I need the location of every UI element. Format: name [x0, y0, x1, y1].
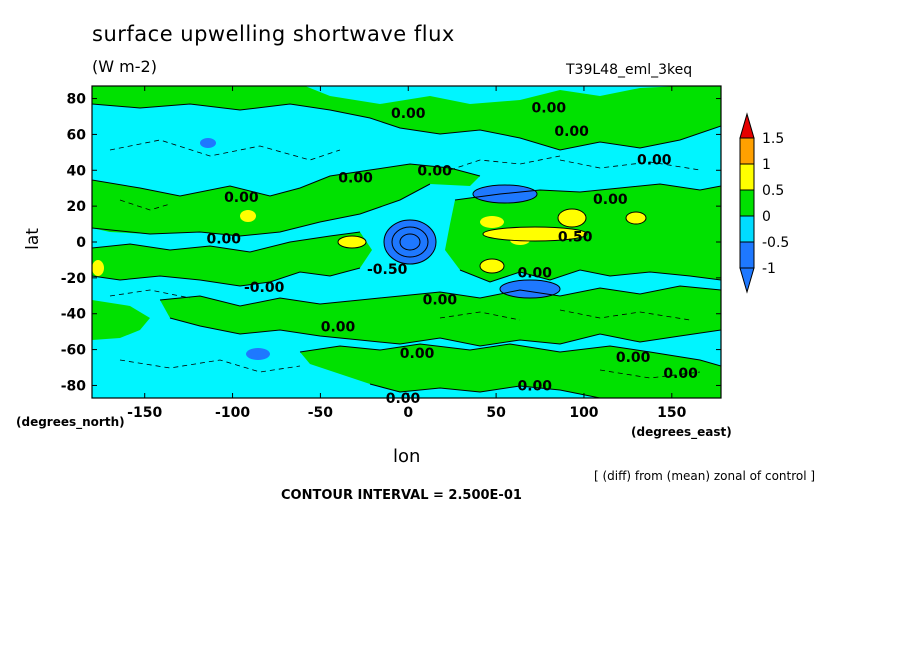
- y-tick-label: -60: [61, 343, 87, 359]
- contour-label: -0.50: [367, 262, 408, 278]
- yellow-patch-1: [338, 236, 366, 248]
- chart-units: (W m-2): [92, 57, 157, 76]
- colorbar-label: 1.5: [762, 131, 784, 147]
- x-tick-label: -150: [127, 405, 162, 421]
- contour-label: 0.00: [417, 163, 452, 179]
- y-tick-label: 80: [67, 92, 87, 108]
- contour-label: 0.00: [517, 265, 552, 281]
- y-tick-label: 0: [76, 235, 86, 251]
- contour-label: 0.00: [423, 292, 458, 308]
- colorbar-label: -0.5: [762, 235, 789, 251]
- blue-patch-nw: [200, 138, 216, 148]
- yellow-patch-6: [626, 212, 646, 224]
- colorbar-segment: [739, 137, 755, 165]
- yellow-patch-2: [480, 259, 504, 273]
- contour-label: 0.00: [386, 391, 421, 407]
- y-axis-units: (degrees_north): [16, 415, 125, 429]
- contour-label: 0.00: [207, 231, 242, 247]
- x-tick-label: -50: [308, 405, 334, 421]
- green-region-south: [160, 286, 721, 346]
- colorbar-label: 0: [762, 209, 771, 225]
- y-tick-label: 60: [67, 127, 87, 143]
- contour-label: 0.00: [593, 192, 628, 208]
- contour-label: 0.00: [616, 350, 651, 366]
- colorbar-segment: [739, 112, 755, 139]
- green-region-north-1: [92, 86, 721, 150]
- yellow-patch-9: [510, 235, 530, 245]
- colorbar-segment: [739, 241, 755, 269]
- green-region-equator-west: [92, 232, 372, 286]
- y-tick-label: -20: [61, 271, 87, 287]
- colorbar-label: 1: [762, 157, 771, 173]
- x-axis-ticks: -150 -100 -50 0 50 100 150: [127, 86, 687, 421]
- run-name: T39L48_eml_3keq: [566, 62, 693, 78]
- colorbar-label: -1: [762, 261, 776, 277]
- chart-title: surface upwelling shortwave flux: [92, 22, 455, 46]
- x-axis-label: lon: [393, 446, 421, 467]
- contour-label: 0.00: [663, 366, 698, 382]
- y-axis-ticks: 80 60 40 20 0 -20 -40 -60 -80: [61, 92, 721, 394]
- yellow-patch-4: [558, 209, 586, 227]
- contour-label: 0.00: [391, 106, 426, 122]
- green-region-antarctic: [300, 344, 721, 398]
- diff-note: [ (diff) from (mean) zonal of control ]: [594, 469, 816, 483]
- y-tick-label: -40: [61, 307, 87, 323]
- contour-label: -0.00: [244, 280, 285, 296]
- x-axis-units: (degrees_east): [631, 425, 732, 439]
- colorbar-label: 0.5: [762, 183, 784, 199]
- contour-labels: 0.00 0.00 0.00 0.00 0.00 0.00 0.00 0.00 0.00 0.50…: [207, 101, 699, 407]
- contour-interval: CONTOUR INTERVAL = 2.500E-01: [281, 488, 522, 503]
- contour-label: 0.00: [554, 124, 589, 140]
- colorbar: 1.5 1 0.5 0 -0.5 -1: [739, 112, 789, 294]
- contour-label: 0.50: [558, 230, 593, 246]
- contour-label: 0.00: [637, 153, 672, 169]
- contour-lines: [92, 103, 721, 398]
- x-tick-label: 100: [569, 405, 598, 421]
- yellow-patch-7: [240, 210, 256, 222]
- x-tick-label: 150: [657, 405, 686, 421]
- colorbar-segment: [739, 267, 755, 294]
- yellow-patch-8: [92, 260, 104, 276]
- contour-label: 0.00: [338, 170, 373, 186]
- contour-label: 0.00: [517, 378, 552, 394]
- contour-field: [92, 86, 721, 398]
- dashed-contours: [109, 139, 701, 379]
- colorbar-segment: [739, 163, 755, 191]
- yellow-patch-5: [480, 216, 504, 228]
- x-tick-label: 50: [486, 405, 506, 421]
- contour-label: 0.00: [224, 190, 259, 206]
- green-region-north-2: [92, 164, 480, 236]
- contour-label: 0.00: [400, 346, 435, 362]
- y-tick-label: 40: [67, 163, 87, 179]
- colorbar-segment: [739, 189, 755, 217]
- blue-patch-sw: [246, 348, 270, 360]
- green-region-southwest: [92, 300, 150, 340]
- contour-label: 0.00: [321, 319, 356, 335]
- contour-label: 0.00: [532, 101, 567, 117]
- y-tick-label: -80: [61, 378, 87, 394]
- y-tick-label: 20: [67, 199, 87, 215]
- x-tick-label: -100: [215, 405, 250, 421]
- x-tick-label: 0: [403, 405, 413, 421]
- colorbar-segment: [739, 215, 755, 243]
- yellow-patch-3: [483, 227, 587, 241]
